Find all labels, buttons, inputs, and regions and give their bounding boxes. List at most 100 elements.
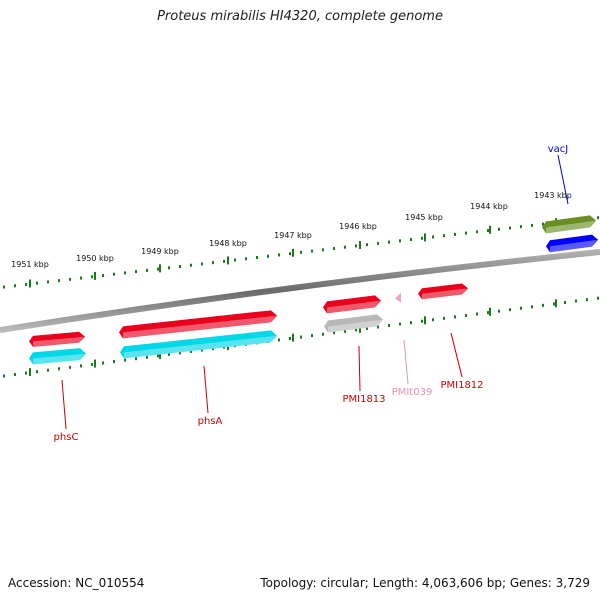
ruler-dot [333,247,335,251]
ruler-dot [465,313,467,317]
ruler-tick-label: 1944 kbp [470,202,508,211]
ruler-dot [168,352,170,356]
ruler-dot [366,243,368,247]
ruler-dot [25,371,27,375]
gene-label: PMIt039 [392,387,433,398]
leader-line [61,379,67,430]
gene-highlight [422,288,467,300]
ruler-tick-label: 1946 kbp [339,222,377,231]
ruler-dot [300,335,302,339]
ruler-dot [36,370,38,374]
ruler-dot [179,264,181,268]
ruler-tick-label: 1947 kbp [274,231,312,240]
gene-pmit039 [395,292,401,303]
gene-body [546,234,598,253]
ruler-dot [355,328,357,332]
ruler-dot [256,256,258,260]
ruler-dot [25,282,27,286]
ruler-major-tick [424,233,426,242]
ruler-dot [102,273,104,277]
ruler-dot [476,312,478,316]
ruler-upper [3,216,599,289]
ruler-major-tick [292,333,294,342]
ruler-dot [157,267,159,271]
ruler-dot [113,272,115,276]
gene-label: PMI1812 [440,380,483,391]
ruler-dot [399,322,401,326]
ruler-dot [322,248,324,252]
ruler-dot [509,308,511,312]
ruler-dot [344,245,346,249]
ruler-dot [58,279,60,283]
gene-highlight [546,220,595,234]
ruler-dot [410,321,412,325]
ruler-dot [124,358,126,362]
gene-highlight [33,336,84,347]
ruler-dot [179,351,181,355]
ruler-dot [14,373,16,377]
ruler-major-tick [159,264,161,273]
ruler-dot [47,368,49,372]
ruler-dot [267,254,269,258]
gene-highlight [124,335,276,359]
gene-body [120,330,277,359]
ruler-tick-label: 1950 kbp [76,254,114,263]
gene-highlight [328,319,382,333]
ruler-dot [454,232,456,236]
ruler-major-tick [29,368,31,377]
ruler-tick-label: 1943 kbp [534,191,572,200]
ruler-labels: 1951 kbp 1950 kbp 1949 kbp 1948 kbp 1947 kbp… [11,191,572,269]
ruler-dot [487,311,489,315]
ruler-dot [421,236,423,240]
gene-feature [120,330,277,359]
ruler-tick-label: 1948 kbp [209,239,247,248]
gene-highlight [327,300,380,314]
gene-body [29,331,85,347]
ruler-dot [3,285,5,289]
ruler-dot [520,225,522,229]
gene-phsa [119,310,277,339]
ruler-dot [443,316,445,320]
ruler-dot [190,263,192,267]
ruler-dot [498,309,500,313]
gene-body [542,215,596,234]
ruler-dot [366,326,368,330]
leader-line [358,345,361,392]
ruler-dot [47,280,49,284]
ruler-dot [575,299,577,303]
ruler-major-tick [424,316,426,325]
ruler-dot [487,229,489,233]
ruler-major-tick [359,240,361,249]
gene-body [418,283,468,300]
gene-labels: vacJ PMI1812 PMIt039 PMI1813 phsA phsC [54,144,569,443]
ruler-dot [311,249,313,253]
ruler-dot [278,253,280,257]
gene-vacj [542,215,596,234]
ruler-dot [300,250,302,254]
gene-highlight [550,239,597,253]
gene-body [395,292,401,303]
gene-highlight [123,315,276,339]
gene-features [29,215,598,365]
page-title: Proteus mirabilis HI4320, complete genom… [157,9,443,24]
ruler-dot [586,298,588,302]
ruler-dot [454,315,456,319]
ruler-dot [190,349,192,353]
ruler-dot [135,270,137,274]
ruler-dot [91,362,93,366]
ruler-dot [421,319,423,323]
ruler-dot [388,324,390,328]
ruler-tick-label: 1945 kbp [405,213,443,222]
ruler-tick-label: 1949 kbp [141,247,179,256]
ruler-major-tick [489,307,491,316]
ruler-dot [509,226,511,230]
ruler-dot [498,227,500,231]
ruler-dot [146,355,148,359]
gene-label: phsC [54,432,79,443]
ruler-dot [14,284,16,288]
ruler-dot [553,302,555,306]
ruler-dot [234,258,236,262]
gene-label: phsA [198,416,223,427]
ruler-dot [333,331,335,335]
ruler-dot [146,268,148,272]
